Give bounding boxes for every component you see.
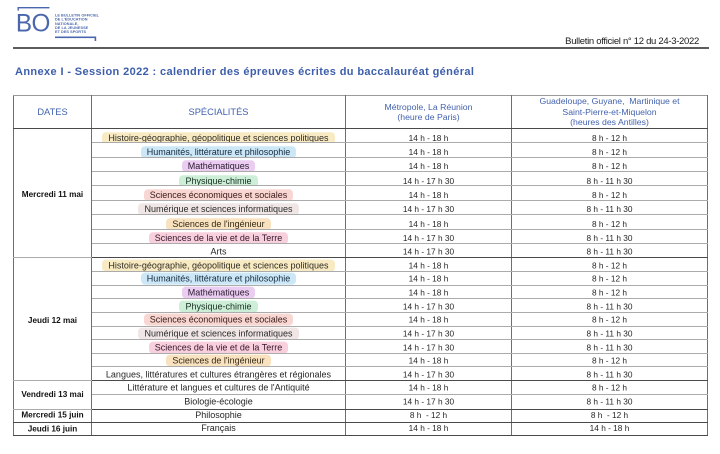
svg-text:BO: BO [16, 10, 50, 37]
svg-text:NATIONALE,: NATIONALE, [55, 22, 78, 26]
svg-text:LE BULLETIN OFFICIEL: LE BULLETIN OFFICIEL [55, 13, 100, 17]
svg-text:DE L'ÉDUCATION: DE L'ÉDUCATION [55, 17, 88, 22]
svg-text:DE LA JEUNESSE: DE LA JEUNESSE [55, 26, 89, 30]
svg-text:ET DES SPORTS: ET DES SPORTS [55, 30, 86, 34]
